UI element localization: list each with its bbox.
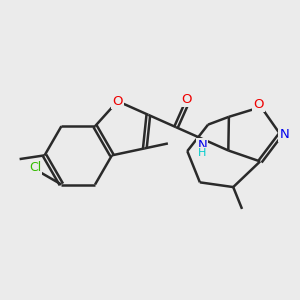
Text: H: H — [198, 148, 206, 158]
Text: Cl: Cl — [29, 161, 41, 174]
Text: O: O — [182, 93, 192, 106]
Text: N: N — [280, 128, 289, 141]
Text: N: N — [197, 139, 207, 152]
Text: O: O — [253, 98, 264, 111]
Text: O: O — [112, 95, 123, 108]
